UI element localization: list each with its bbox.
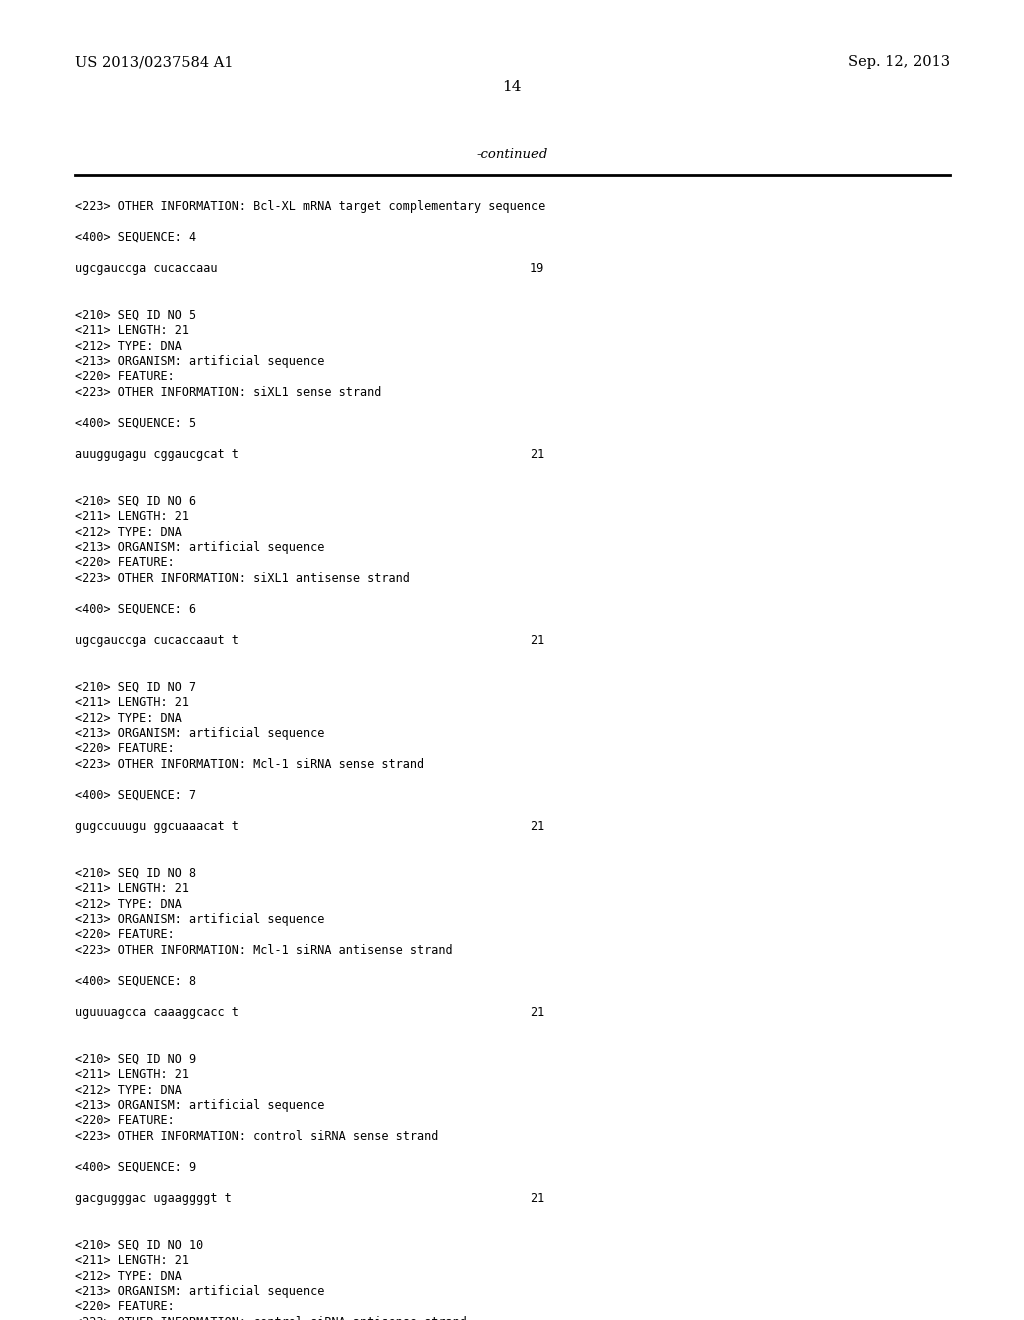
Text: <211> LENGTH: 21: <211> LENGTH: 21 (75, 323, 189, 337)
Text: <213> ORGANISM: artificial sequence: <213> ORGANISM: artificial sequence (75, 1100, 325, 1111)
Text: <223> OTHER INFORMATION: siXL1 antisense strand: <223> OTHER INFORMATION: siXL1 antisense… (75, 572, 410, 585)
Text: auuggugagu cggaucgcat t: auuggugagu cggaucgcat t (75, 447, 239, 461)
Text: <210> SEQ ID NO 8: <210> SEQ ID NO 8 (75, 866, 197, 879)
Text: <210> SEQ ID NO 5: <210> SEQ ID NO 5 (75, 309, 197, 322)
Text: <212> TYPE: DNA: <212> TYPE: DNA (75, 339, 182, 352)
Text: <211> LENGTH: 21: <211> LENGTH: 21 (75, 696, 189, 709)
Text: <213> ORGANISM: artificial sequence: <213> ORGANISM: artificial sequence (75, 727, 325, 741)
Text: <220> FEATURE:: <220> FEATURE: (75, 371, 175, 384)
Text: 14: 14 (502, 81, 522, 94)
Text: <223> OTHER INFORMATION: Bcl-XL mRNA target complementary sequence: <223> OTHER INFORMATION: Bcl-XL mRNA tar… (75, 201, 545, 213)
Text: <211> LENGTH: 21: <211> LENGTH: 21 (75, 1068, 189, 1081)
Text: <400> SEQUENCE: 6: <400> SEQUENCE: 6 (75, 603, 197, 616)
Text: <212> TYPE: DNA: <212> TYPE: DNA (75, 1084, 182, 1097)
Text: <210> SEQ ID NO 10: <210> SEQ ID NO 10 (75, 1238, 203, 1251)
Text: <223> OTHER INFORMATION: Mcl-1 siRNA antisense strand: <223> OTHER INFORMATION: Mcl-1 siRNA ant… (75, 944, 453, 957)
Text: 21: 21 (530, 1006, 544, 1019)
Text: 21: 21 (530, 1192, 544, 1205)
Text: <213> ORGANISM: artificial sequence: <213> ORGANISM: artificial sequence (75, 913, 325, 927)
Text: 19: 19 (530, 261, 544, 275)
Text: <211> LENGTH: 21: <211> LENGTH: 21 (75, 1254, 189, 1267)
Text: <400> SEQUENCE: 4: <400> SEQUENCE: 4 (75, 231, 197, 244)
Text: <211> LENGTH: 21: <211> LENGTH: 21 (75, 510, 189, 523)
Text: <223> OTHER INFORMATION: control siRNA sense strand: <223> OTHER INFORMATION: control siRNA s… (75, 1130, 438, 1143)
Text: <223> OTHER INFORMATION: Mcl-1 siRNA sense strand: <223> OTHER INFORMATION: Mcl-1 siRNA sen… (75, 758, 424, 771)
Text: -continued: -continued (476, 148, 548, 161)
Text: <400> SEQUENCE: 8: <400> SEQUENCE: 8 (75, 975, 197, 987)
Text: <210> SEQ ID NO 7: <210> SEQ ID NO 7 (75, 681, 197, 693)
Text: <213> ORGANISM: artificial sequence: <213> ORGANISM: artificial sequence (75, 541, 325, 554)
Text: Sep. 12, 2013: Sep. 12, 2013 (848, 55, 950, 69)
Text: <212> TYPE: DNA: <212> TYPE: DNA (75, 898, 182, 911)
Text: 21: 21 (530, 634, 544, 647)
Text: gacgugggac ugaaggggt t: gacgugggac ugaaggggt t (75, 1192, 231, 1205)
Text: ugcgauccga cucaccaaut t: ugcgauccga cucaccaaut t (75, 634, 239, 647)
Text: <212> TYPE: DNA: <212> TYPE: DNA (75, 711, 182, 725)
Text: <220> FEATURE:: <220> FEATURE: (75, 1114, 175, 1127)
Text: 21: 21 (530, 447, 544, 461)
Text: US 2013/0237584 A1: US 2013/0237584 A1 (75, 55, 233, 69)
Text: 21: 21 (530, 820, 544, 833)
Text: <400> SEQUENCE: 5: <400> SEQUENCE: 5 (75, 417, 197, 430)
Text: <210> SEQ ID NO 9: <210> SEQ ID NO 9 (75, 1052, 197, 1065)
Text: <223> OTHER INFORMATION: siXL1 sense strand: <223> OTHER INFORMATION: siXL1 sense str… (75, 385, 381, 399)
Text: <213> ORGANISM: artificial sequence: <213> ORGANISM: artificial sequence (75, 1284, 325, 1298)
Text: <220> FEATURE:: <220> FEATURE: (75, 1300, 175, 1313)
Text: <400> SEQUENCE: 9: <400> SEQUENCE: 9 (75, 1162, 197, 1173)
Text: ugcgauccga cucaccaau: ugcgauccga cucaccaau (75, 261, 217, 275)
Text: uguuuagcca caaaggcacc t: uguuuagcca caaaggcacc t (75, 1006, 239, 1019)
Text: <220> FEATURE:: <220> FEATURE: (75, 742, 175, 755)
Text: <400> SEQUENCE: 7: <400> SEQUENCE: 7 (75, 789, 197, 803)
Text: <211> LENGTH: 21: <211> LENGTH: 21 (75, 882, 189, 895)
Text: <223> OTHER INFORMATION: control siRNA antisense strand: <223> OTHER INFORMATION: control siRNA a… (75, 1316, 467, 1320)
Text: <213> ORGANISM: artificial sequence: <213> ORGANISM: artificial sequence (75, 355, 325, 368)
Text: gugccuuugu ggcuaaacat t: gugccuuugu ggcuaaacat t (75, 820, 239, 833)
Text: <212> TYPE: DNA: <212> TYPE: DNA (75, 1270, 182, 1283)
Text: <212> TYPE: DNA: <212> TYPE: DNA (75, 525, 182, 539)
Text: <210> SEQ ID NO 6: <210> SEQ ID NO 6 (75, 495, 197, 507)
Text: <220> FEATURE:: <220> FEATURE: (75, 557, 175, 569)
Text: <220> FEATURE:: <220> FEATURE: (75, 928, 175, 941)
